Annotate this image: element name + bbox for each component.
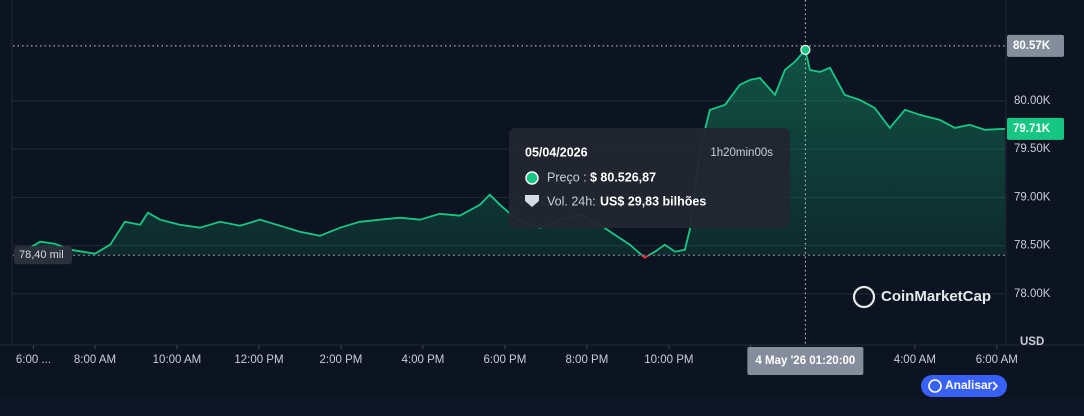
x-tick-label: 10:00 PM	[644, 354, 693, 366]
analyze-button-bg[interactable]	[921, 375, 1007, 397]
y-tick-label: 79.50K	[1014, 143, 1051, 155]
x-tick-label: 4:00 AM	[894, 354, 936, 366]
tooltip-price-label: Preço :	[547, 170, 587, 184]
navigator	[0, 398, 1084, 416]
crosshair-point	[800, 44, 811, 55]
x-tick-label: 8:00 AM	[74, 354, 116, 366]
watermark: CoinMarketCap	[852, 285, 991, 309]
x-tick-label: 4:00 PM	[402, 354, 445, 366]
tooltip-volume-label: Vol. 24h:	[547, 194, 596, 208]
crosshair-x-label: 4 May '26 01:20:00	[755, 355, 855, 367]
analyze-button-text[interactable]: Analisar	[945, 378, 993, 392]
last-price-label: 79.71K	[1013, 123, 1051, 135]
tooltip-price: $ 80.526,87	[590, 170, 656, 184]
x-tick-label: 2:00 PM	[320, 354, 363, 366]
x-tick-label: 8:00 PM	[565, 354, 608, 366]
last-price-bg	[1007, 117, 1064, 140]
x-tick-label: 10:00 AM	[153, 354, 202, 366]
y-tick-label: 78.00K	[1014, 288, 1051, 300]
crosshair-y-label: 80.57K	[1013, 40, 1051, 52]
price-icon	[525, 171, 539, 185]
baseline-label: 78,40 mil	[19, 249, 64, 261]
x-tick-label: 6:00 AM	[976, 354, 1018, 366]
tooltip: 05/04/2026 1h20min00s Preço : $ 80.526,8…	[509, 128, 790, 228]
crosshair-x-bg	[747, 347, 864, 375]
watermark-text: CoinMarketCap	[881, 288, 991, 305]
x-tick-label: 12:00 PM	[234, 354, 283, 366]
volume-icon	[525, 195, 539, 207]
tooltip-date: 05/04/2026	[525, 145, 588, 159]
y-tick-label: 80.00K	[1014, 95, 1051, 107]
y-unit: USD	[1020, 336, 1044, 348]
analyze-button[interactable]: Analisar	[921, 375, 1007, 397]
tooltip-box	[509, 128, 790, 228]
x-tick-label: 6:00 PM	[483, 354, 526, 366]
y-tick-label: 78.50K	[1014, 240, 1051, 252]
baseline-label-bg	[14, 246, 72, 265]
tooltip-volume: US$ 29,83 bilhões	[600, 194, 706, 208]
tooltip-duration: 1h20min00s	[710, 147, 773, 159]
crosshair-y-bg	[1007, 34, 1064, 57]
x-tick-label: 6:00 ...	[16, 354, 51, 366]
y-tick-label: 79.00K	[1014, 191, 1051, 203]
